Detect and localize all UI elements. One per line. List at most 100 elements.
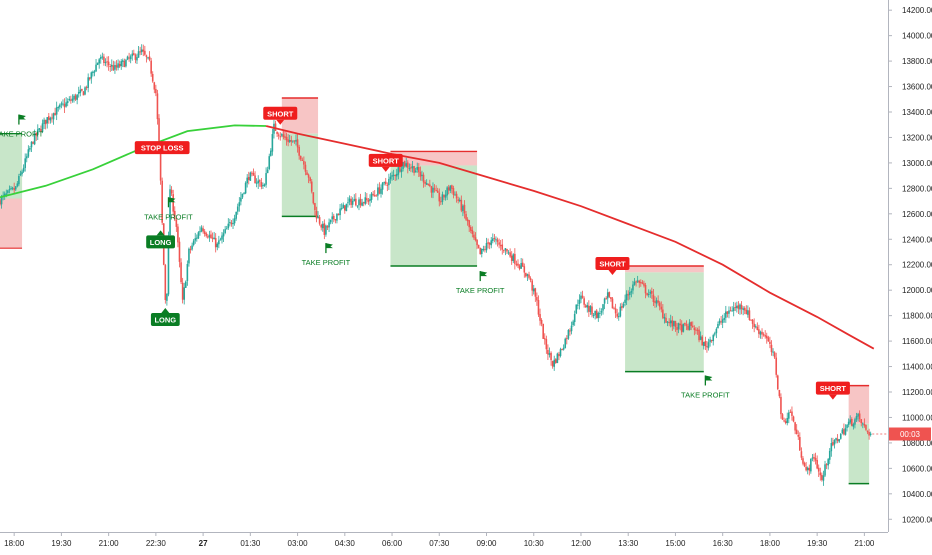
current-price-badge: [889, 427, 931, 441]
candle-down: [554, 359, 557, 363]
profit-zone: [0, 133, 23, 199]
candle-down: [211, 237, 214, 239]
candle-down: [158, 118, 160, 147]
candle-down: [770, 344, 773, 353]
candle-down: [550, 352, 552, 361]
candle-down: [175, 219, 178, 227]
candle-up: [839, 433, 842, 439]
candle-down: [399, 166, 401, 172]
candle-up: [388, 178, 390, 186]
candle-up: [281, 134, 283, 136]
candle-down: [665, 317, 667, 323]
candle-up: [126, 56, 129, 60]
candle-down: [362, 202, 365, 204]
candle-up: [553, 359, 556, 367]
candle-up: [772, 351, 774, 353]
candle-up: [811, 457, 814, 459]
candle-up: [62, 103, 64, 105]
candle-down: [145, 55, 148, 58]
long-badge: [150, 312, 180, 326]
take-profit-signal: TAKE PROFIT: [456, 271, 505, 295]
take-profit-label: TAKE PROFIT: [456, 286, 505, 295]
price-tick-label: 11600.00: [902, 337, 932, 346]
candle-up: [10, 188, 12, 190]
candle-up: [392, 174, 395, 176]
candle-up: [847, 421, 850, 425]
candle-up: [828, 450, 831, 460]
candle-down: [611, 298, 614, 309]
candle-down: [843, 429, 845, 435]
flag-icon: [325, 243, 333, 249]
candle-up: [96, 62, 99, 66]
candle-down: [860, 419, 863, 424]
candle-down: [745, 309, 748, 315]
candle-down: [652, 294, 655, 302]
candle-down: [542, 324, 544, 339]
candle-up: [221, 235, 223, 240]
candle-down: [773, 352, 776, 358]
candle-up: [191, 245, 193, 250]
candle-down: [865, 425, 867, 430]
candle-down: [144, 50, 146, 55]
candle-up: [11, 187, 14, 189]
candle-down: [588, 305, 590, 312]
take-profit-signal: TAKE PROFIT: [144, 197, 193, 221]
current-price-tag: 00:03: [872, 427, 931, 441]
candle-up: [597, 312, 600, 318]
time-tick-label: 07:30: [429, 539, 450, 548]
candle-down: [748, 310, 751, 320]
candle-down: [375, 195, 378, 197]
candle-up: [647, 294, 650, 296]
candle-up: [218, 240, 220, 245]
candle-down: [850, 419, 853, 426]
candle-down: [386, 184, 389, 186]
candle-up: [606, 292, 609, 299]
candle-down: [687, 325, 689, 330]
price-tick-label: 14200.00: [902, 6, 932, 15]
candle-down: [515, 263, 518, 265]
candle-up: [822, 475, 825, 481]
candle-down: [103, 56, 105, 63]
candle-up: [485, 243, 488, 251]
candle-down: [514, 253, 516, 264]
price-tick-label: 10200.00: [902, 515, 932, 524]
candle-up: [240, 197, 242, 202]
candle-down: [279, 136, 282, 138]
candle-down: [868, 432, 870, 436]
candle-up: [232, 222, 234, 225]
candle-down: [591, 306, 593, 315]
time-axis[interactable]: 18:00 19:30 21:00 22:30 27 01:30 03:00 04:30 06:…: [0, 532, 888, 548]
candle-up: [495, 239, 497, 241]
candle-down: [551, 361, 554, 367]
candle-down: [85, 87, 88, 89]
candle-down: [123, 60, 126, 68]
candle-down: [170, 189, 173, 194]
candle-up: [707, 342, 710, 349]
price-axis[interactable]: 14200.00 14000.00 13800.00 13600.00 13400.00…: [888, 0, 932, 532]
candle-down: [435, 190, 437, 192]
candle-down: [139, 51, 141, 53]
candle-up: [411, 166, 414, 169]
candle-down: [205, 233, 208, 236]
time-tick-label: 15:00: [665, 539, 686, 548]
candle-down: [558, 354, 560, 357]
candle-down: [561, 349, 563, 351]
candle-up: [95, 64, 97, 72]
candle-down: [109, 66, 112, 68]
candle-down: [501, 244, 504, 250]
candle-down: [394, 175, 396, 177]
candle-down: [499, 245, 502, 247]
candle-down: [312, 192, 315, 204]
candle-down: [803, 462, 806, 467]
candle-up: [43, 119, 45, 124]
candle-down: [789, 411, 792, 413]
candle-up: [400, 169, 403, 173]
candle-up: [655, 300, 658, 304]
candle-down: [290, 140, 293, 142]
candle-up: [342, 204, 345, 209]
take-profit-signal: TAKE PROFIT: [302, 243, 351, 267]
candle-down: [440, 201, 442, 203]
candle-up: [339, 208, 341, 216]
